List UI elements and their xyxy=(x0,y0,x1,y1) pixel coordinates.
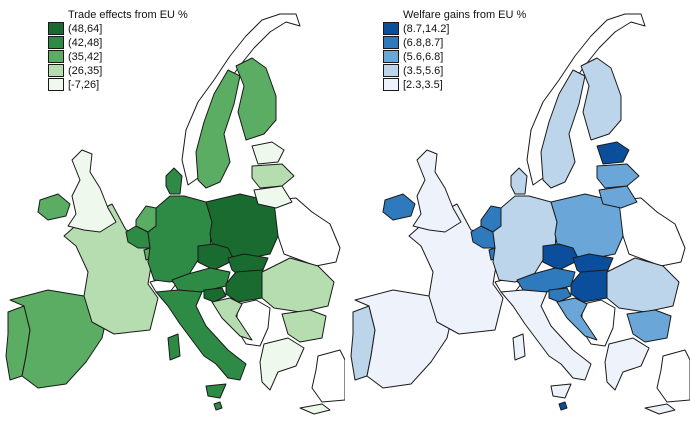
slovenia xyxy=(548,287,572,303)
welfare-gains-map-svg xyxy=(350,13,690,415)
denmark xyxy=(165,167,183,195)
latvia xyxy=(596,163,640,189)
eu-countries xyxy=(5,57,335,415)
slovenia xyxy=(203,287,227,303)
germany xyxy=(492,195,558,283)
legend-swatch xyxy=(383,64,399,77)
sardinia xyxy=(512,333,526,361)
legend-label: (6.8,8.7] xyxy=(403,37,444,49)
legend-label: (5.6,6.8] xyxy=(403,51,444,63)
legend-swatch xyxy=(383,78,399,91)
finland xyxy=(235,57,277,141)
ireland xyxy=(382,193,416,221)
cyprus xyxy=(299,403,331,415)
legend-swatch xyxy=(48,36,64,49)
bulgaria xyxy=(281,309,327,343)
sardinia xyxy=(167,333,181,361)
legend-label: [2.3,3.5] xyxy=(403,79,443,91)
italy xyxy=(500,289,592,381)
trade-effects-map-svg xyxy=(5,13,345,415)
sweden xyxy=(195,69,241,189)
eu-countries xyxy=(350,57,680,415)
uk xyxy=(412,149,462,233)
germany xyxy=(147,195,213,283)
romania xyxy=(606,257,680,313)
malta xyxy=(558,401,568,411)
sweden xyxy=(540,69,586,189)
lithuania xyxy=(253,185,293,209)
legend-label: (35,42] xyxy=(68,51,103,63)
welfare-gains-map: Welfare gains from EU % (8.7,14.2] (6.8,… xyxy=(345,0,690,432)
croatia xyxy=(211,297,253,341)
legend-swatch xyxy=(383,36,399,49)
legend-swatch xyxy=(48,22,64,35)
legend-title: Welfare gains from EU % xyxy=(403,9,527,21)
legend-label: (48,64] xyxy=(68,23,103,35)
finland xyxy=(580,57,622,141)
turkey xyxy=(311,349,345,403)
greece xyxy=(259,337,305,391)
cyprus xyxy=(644,403,676,415)
legend-swatch xyxy=(48,50,64,63)
legend-swatch xyxy=(383,22,399,35)
sicily xyxy=(205,383,227,399)
legend-swatch xyxy=(48,64,64,77)
legend-label: [-7,26] xyxy=(68,79,100,91)
belarus-ukraine xyxy=(273,197,341,267)
trade-effects-map: Trade effects from EU % (48,64] (42,48] … xyxy=(5,9,345,415)
turkey xyxy=(656,349,690,403)
estonia xyxy=(251,141,285,165)
legend-label: (26,35] xyxy=(68,65,103,77)
belarus-ukraine xyxy=(618,197,686,267)
legend-label: (42,48] xyxy=(68,37,103,49)
legend-swatch xyxy=(48,78,64,91)
estonia xyxy=(596,141,630,165)
croatia xyxy=(556,297,598,341)
romania xyxy=(261,257,335,313)
ireland xyxy=(37,193,71,221)
uk xyxy=(67,149,117,233)
greece xyxy=(604,337,650,391)
legend-swatch xyxy=(383,50,399,63)
legend-title: Trade effects from EU % xyxy=(68,9,188,21)
legend-label: (3.5,5.6] xyxy=(403,65,444,77)
bulgaria xyxy=(626,309,672,343)
lithuania xyxy=(598,185,638,209)
denmark xyxy=(510,167,528,195)
italy xyxy=(155,289,247,381)
malta xyxy=(213,401,223,411)
sicily xyxy=(550,383,572,399)
latvia xyxy=(251,163,295,189)
legend-label: (8.7,14.2] xyxy=(403,23,450,35)
